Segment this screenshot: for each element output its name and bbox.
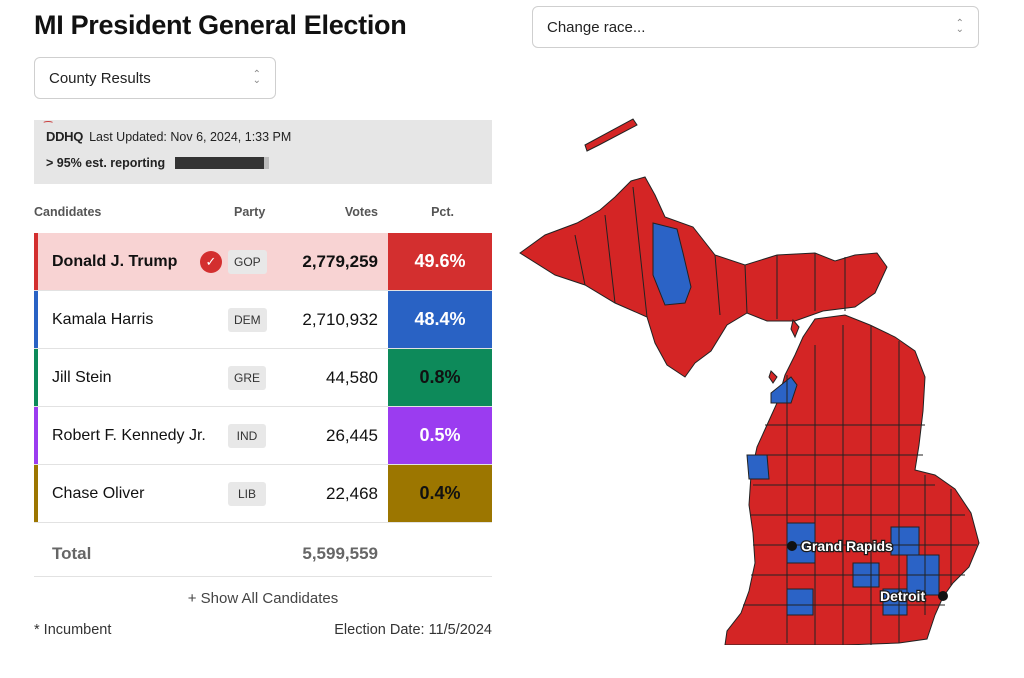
change-race-select[interactable]: Change race... ⌃ ⌄ [532, 6, 979, 48]
candidate-pct: 0.8% [388, 349, 492, 406]
table-row: Kamala Harris DEM 2,710,932 48.4% [34, 291, 492, 349]
winner-check-icon: ✓ [200, 251, 222, 273]
candidate-name: Donald J. Trump [52, 252, 178, 270]
candidate-pct: 48.4% [388, 291, 492, 348]
show-all-candidates-button[interactable]: + Show All Candidates [187, 590, 339, 607]
reporting-label: > 95% est. reporting [46, 156, 166, 170]
party-badge: DEM [228, 308, 267, 332]
county-region[interactable] [584, 118, 638, 152]
table-row: Jill Stein GRE 44,580 0.8% [34, 349, 492, 407]
results-view-select[interactable]: County Results ⌃ ⌄ [34, 57, 276, 99]
party-color-stripe [34, 233, 38, 290]
county-region[interactable] [519, 176, 888, 378]
candidate-name: Kamala Harris [52, 310, 154, 328]
county-results-map[interactable]: Grand Rapids Detroit [515, 115, 985, 645]
candidate-votes: 2,710,932 [302, 309, 378, 329]
county-region[interactable] [746, 454, 770, 480]
party-color-stripe [34, 291, 38, 348]
header-votes: Votes [344, 205, 378, 219]
county-region[interactable] [770, 376, 798, 404]
election-date: Election Date: 11/5/2024 [334, 622, 492, 638]
candidate-votes: 44,580 [326, 367, 378, 387]
header-pct: Pct. [431, 205, 454, 219]
svg-text:Detroit: Detroit [880, 588, 925, 604]
change-race-value: Change race... [547, 18, 646, 36]
candidate-pct: 0.5% [388, 407, 492, 464]
party-color-stripe [34, 407, 38, 464]
status-bar: ⁀ DDHQ Last Updated: Nov 6, 2024, 1:33 PM… [34, 120, 492, 184]
table-header: Candidates Party Votes Pct. [34, 205, 492, 223]
county-region[interactable] [890, 526, 920, 556]
header-party: Party [234, 205, 266, 219]
results-view-value: County Results [49, 69, 151, 87]
party-badge: LIB [228, 482, 266, 506]
incumbent-note: * Incumbent [34, 622, 112, 638]
table-row: Donald J. Trump ✓ GOP 2,779,259 49.6% [34, 233, 492, 291]
candidate-pct: 0.4% [388, 465, 492, 522]
party-badge: GOP [228, 250, 267, 274]
chevron-up-down-icon: ⌃ ⌄ [252, 69, 261, 86]
candidate-name: Jill Stein [52, 368, 112, 386]
city-grand-rapids: Grand Rapids [787, 537, 894, 555]
candidate-votes: 26,445 [326, 425, 378, 445]
ddhq-logo: ⁀ DDHQ [44, 122, 84, 144]
candidate-pct: 49.6% [388, 233, 492, 290]
county-borders [574, 186, 977, 645]
party-badge: IND [228, 424, 266, 448]
city-detroit: Detroit [879, 587, 948, 605]
candidate-votes: 22,468 [326, 483, 378, 503]
total-row: Total 5,599,559 [34, 532, 492, 577]
county-region[interactable] [652, 222, 692, 306]
candidate-name: Robert F. Kennedy Jr. [52, 426, 206, 444]
table-row: Robert F. Kennedy Jr. IND 26,445 0.5% [34, 407, 492, 465]
party-color-stripe [34, 465, 38, 522]
page-title: MI President General Election [34, 10, 407, 40]
party-color-stripe [34, 349, 38, 406]
total-votes: 5,599,559 [302, 544, 378, 563]
county-region[interactable] [768, 370, 778, 384]
county-region[interactable] [790, 318, 800, 339]
header-candidates: Candidates [34, 205, 102, 219]
candidate-table: Donald J. Trump ✓ GOP 2,779,259 49.6% Ka… [34, 233, 492, 523]
total-label: Total [52, 544, 92, 563]
svg-text:Grand Rapids: Grand Rapids [801, 538, 893, 554]
reporting-progress-fill [175, 157, 265, 169]
candidate-votes: 2,779,259 [302, 251, 378, 271]
last-updated: Last Updated: Nov 6, 2024, 1:33 PM [89, 129, 292, 144]
county-region[interactable] [786, 588, 814, 616]
candidate-name: Chase Oliver [52, 484, 145, 502]
reporting-progress-bar [175, 157, 270, 169]
table-row: Chase Oliver LIB 22,468 0.4% [34, 465, 492, 523]
party-badge: GRE [228, 366, 267, 390]
chevron-up-down-icon: ⌃ ⌄ [955, 18, 964, 35]
